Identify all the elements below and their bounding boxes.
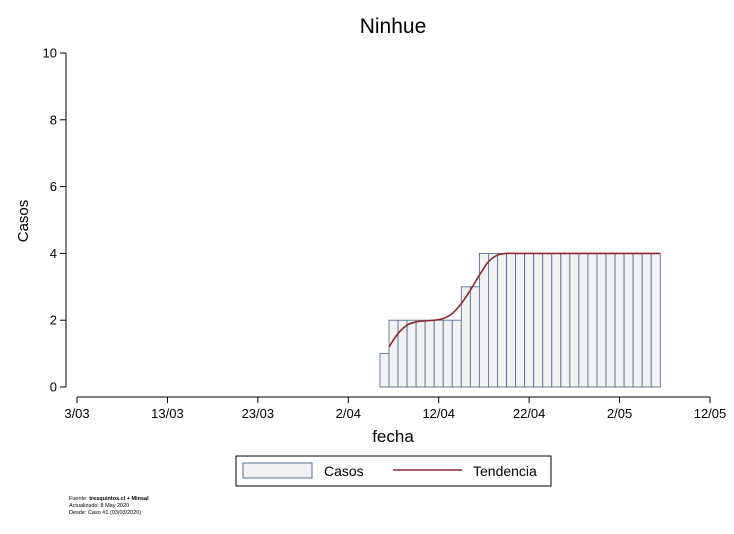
x-tick-label: 3/03 (64, 406, 89, 421)
x-tick-label: 13/03 (151, 406, 184, 421)
y-axis: 0 2 4 6 8 10 (43, 46, 67, 395)
bar (406, 319, 417, 388)
bar (442, 319, 453, 388)
legend-label-tendencia: Tendencia (473, 463, 537, 479)
bar (641, 252, 652, 388)
legend: Casos Tendencia (235, 455, 552, 487)
trend-line (388, 252, 661, 348)
bar (433, 319, 444, 388)
footer-notes: Fuente: tresquintos.cl + Minsal Actualiz… (69, 496, 149, 517)
bar (506, 252, 517, 388)
footer-source-value: tresquintos.cl + Minsal (89, 496, 149, 502)
bar (560, 252, 571, 388)
bar (397, 319, 408, 388)
footer-since: Desde: Caso #1 (03/03/2020) (69, 510, 142, 516)
bar-series-casos (379, 252, 661, 388)
chart-title: Ninhue (360, 15, 427, 38)
bar (587, 252, 598, 388)
bar (614, 252, 625, 388)
bar (424, 319, 435, 388)
bar (415, 319, 426, 388)
footer-updated: Actualizado: 8 May 2020 (69, 503, 130, 509)
x-tick-label: 22/04 (513, 406, 546, 421)
bar (469, 286, 480, 388)
bar (542, 252, 553, 388)
bar (578, 252, 589, 388)
bar (605, 252, 616, 388)
y-tick-label: 4 (50, 246, 57, 261)
y-tick-label: 6 (50, 179, 57, 194)
bar (650, 252, 661, 388)
legend-swatch-casos (242, 462, 313, 479)
bar (451, 319, 462, 388)
y-tick-label: 0 (50, 380, 57, 395)
bar (623, 252, 634, 388)
bar (388, 319, 399, 388)
y-tick-label: 2 (50, 313, 57, 328)
x-tick-label: 23/03 (242, 406, 275, 421)
bar (379, 353, 390, 388)
x-tick-label: 12/04 (422, 406, 455, 421)
x-axis-label: fecha (372, 427, 414, 446)
bar (497, 252, 507, 388)
x-tick-label: 2/05 (607, 406, 632, 421)
bar (596, 252, 607, 388)
y-tick-label: 8 (50, 112, 57, 127)
bar (524, 252, 535, 388)
bar (551, 252, 562, 388)
bar (569, 252, 580, 388)
y-axis-label: Casos (15, 200, 32, 243)
bar (533, 252, 544, 388)
line-series-tendencia (388, 252, 661, 348)
bar (515, 252, 526, 388)
x-axis: 3/03 13/03 23/03 2/04 12/04 22/04 2/05 12/05 (64, 396, 727, 421)
footer-source: Fuente: tresquintos.cl + Minsal (69, 496, 149, 502)
bar (632, 252, 643, 388)
x-tick-label: 2/04 (336, 406, 361, 421)
bar (488, 252, 498, 388)
y-tick-label: 10 (43, 46, 57, 61)
x-tick-label: 12/05 (694, 406, 727, 421)
legend-label-casos: Casos (324, 463, 364, 479)
